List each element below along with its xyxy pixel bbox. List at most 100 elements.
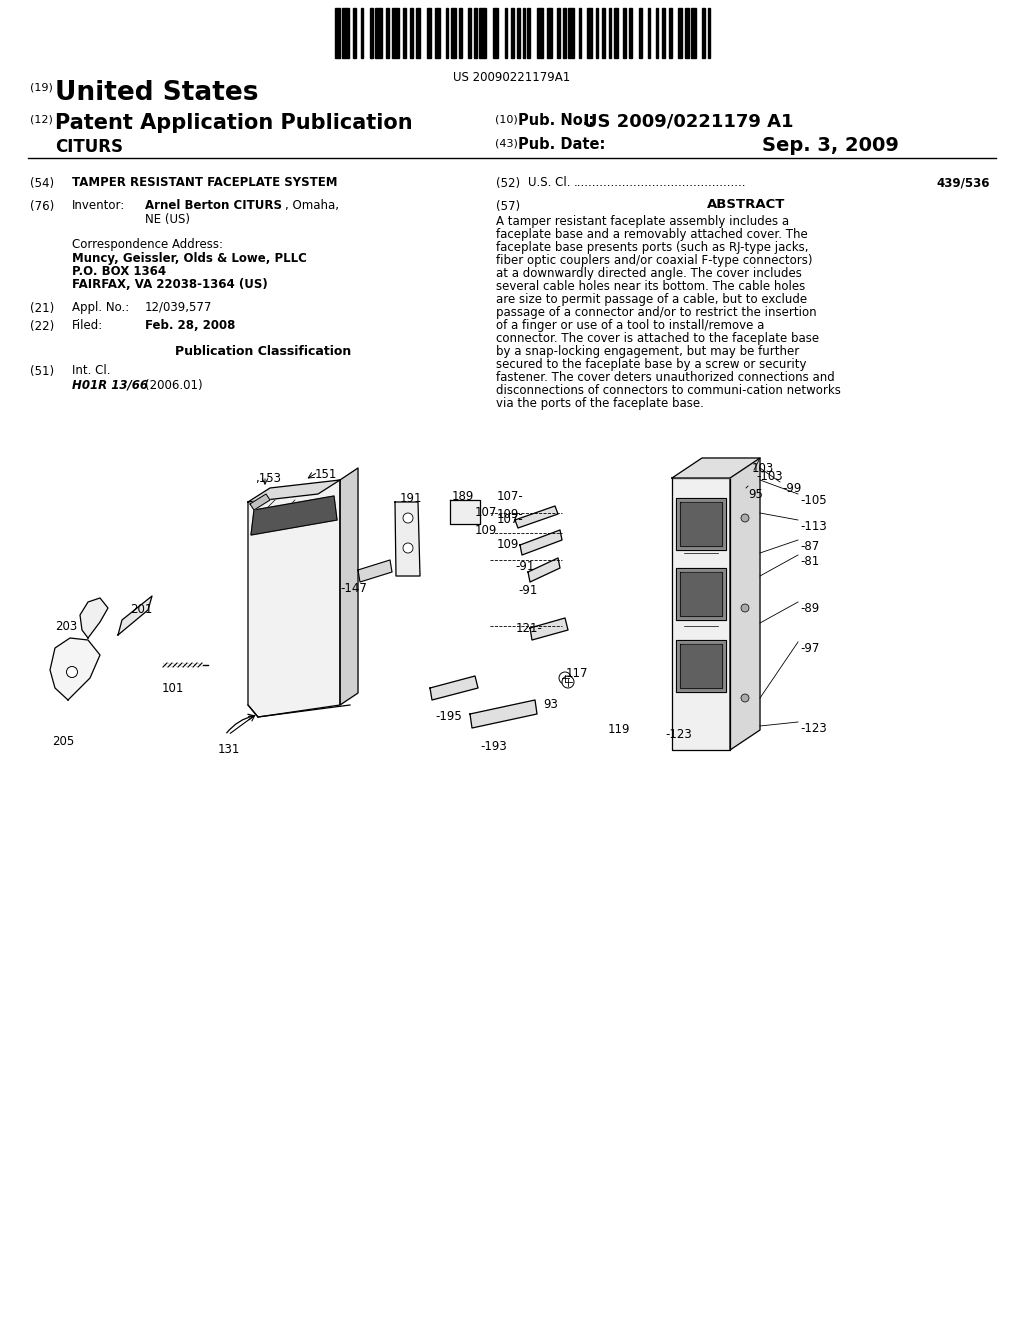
- Text: 203: 203: [55, 620, 77, 634]
- Text: Patent Application Publication: Patent Application Publication: [55, 114, 413, 133]
- Text: -147: -147: [340, 582, 367, 595]
- Text: 201: 201: [130, 603, 153, 616]
- Bar: [505, 8, 507, 58]
- Circle shape: [559, 672, 571, 684]
- Text: NE (US): NE (US): [145, 213, 190, 226]
- Text: FAIRFAX, VA 22038-1364 (US): FAIRFAX, VA 22038-1364 (US): [72, 279, 267, 290]
- Circle shape: [741, 694, 749, 702]
- Bar: [386, 8, 389, 58]
- Text: 109: 109: [475, 524, 497, 537]
- Text: 109-: 109-: [497, 539, 523, 550]
- Text: connector. The cover is attached to the faceplate base: connector. The cover is attached to the …: [496, 333, 819, 345]
- Circle shape: [403, 543, 413, 553]
- Polygon shape: [530, 618, 568, 640]
- Polygon shape: [395, 502, 420, 576]
- Polygon shape: [515, 506, 558, 528]
- Text: (57): (57): [496, 201, 520, 213]
- Text: Pub. No.:: Pub. No.:: [518, 114, 594, 128]
- Polygon shape: [430, 676, 478, 700]
- Bar: [629, 8, 632, 58]
- Text: -89: -89: [800, 602, 819, 615]
- Text: (54): (54): [30, 177, 54, 190]
- Polygon shape: [340, 469, 358, 705]
- Bar: [511, 8, 514, 58]
- Polygon shape: [248, 480, 340, 717]
- Text: 439/536: 439/536: [937, 176, 990, 189]
- Text: -193: -193: [480, 741, 507, 752]
- Text: -123: -123: [800, 722, 826, 735]
- Bar: [580, 8, 582, 58]
- Text: Correspondence Address:: Correspondence Address:: [72, 238, 223, 251]
- Bar: [371, 8, 373, 58]
- Text: passage of a connector and/or to restrict the insertion: passage of a connector and/or to restric…: [496, 306, 816, 319]
- Polygon shape: [450, 500, 480, 524]
- Circle shape: [67, 667, 78, 677]
- Bar: [547, 8, 552, 58]
- Text: Sep. 3, 2009: Sep. 3, 2009: [762, 136, 899, 154]
- Polygon shape: [672, 458, 760, 478]
- Text: -105: -105: [800, 494, 826, 507]
- Text: ABSTRACT: ABSTRACT: [707, 198, 785, 211]
- Bar: [691, 8, 696, 58]
- Bar: [417, 8, 420, 58]
- Bar: [403, 8, 406, 58]
- Polygon shape: [676, 568, 726, 620]
- Text: via the ports of the faceplate base.: via the ports of the faceplate base.: [496, 397, 703, 411]
- Text: CITURS: CITURS: [55, 139, 123, 156]
- Bar: [601, 8, 605, 58]
- Text: 119: 119: [608, 723, 631, 737]
- Text: , Omaha,: , Omaha,: [285, 199, 339, 213]
- Text: (22): (22): [30, 319, 54, 333]
- Bar: [474, 8, 476, 58]
- Text: (2006.01): (2006.01): [145, 379, 203, 392]
- Text: (43): (43): [495, 139, 518, 148]
- Text: disconnections of connectors to communi-cation networks: disconnections of connectors to communi-…: [496, 384, 841, 397]
- Text: -97: -97: [800, 642, 819, 655]
- Text: 103: 103: [752, 462, 774, 475]
- Text: US 20090221179A1: US 20090221179A1: [454, 71, 570, 84]
- Polygon shape: [250, 494, 270, 510]
- Bar: [647, 8, 650, 58]
- Text: -91: -91: [518, 583, 538, 597]
- Text: 93: 93: [543, 698, 558, 711]
- Text: -195: -195: [435, 710, 462, 723]
- Circle shape: [741, 605, 749, 612]
- Text: ..............................................: ........................................…: [574, 176, 746, 189]
- Text: (21): (21): [30, 302, 54, 315]
- Text: 95: 95: [748, 488, 763, 502]
- Text: 151: 151: [315, 469, 337, 480]
- Polygon shape: [50, 638, 100, 700]
- Text: -103: -103: [756, 470, 782, 483]
- Text: Arnel Berton CITURS: Arnel Berton CITURS: [145, 199, 282, 213]
- Polygon shape: [248, 480, 340, 502]
- Text: 12/039,577: 12/039,577: [145, 301, 212, 314]
- Bar: [427, 8, 430, 58]
- Text: faceplate base presents ports (such as RJ-type jacks,: faceplate base presents ports (such as R…: [496, 242, 809, 253]
- Bar: [678, 8, 682, 58]
- Text: 191: 191: [400, 492, 423, 506]
- Bar: [435, 8, 440, 58]
- Text: U.S. Cl.: U.S. Cl.: [528, 176, 570, 189]
- Bar: [522, 8, 525, 58]
- Text: Filed:: Filed:: [72, 319, 103, 333]
- Bar: [375, 8, 382, 58]
- Text: (52): (52): [496, 177, 520, 190]
- Bar: [596, 8, 598, 58]
- Text: (10): (10): [495, 114, 518, 124]
- Bar: [639, 8, 642, 58]
- Text: (12): (12): [30, 114, 53, 124]
- Polygon shape: [251, 496, 337, 535]
- Polygon shape: [672, 478, 730, 750]
- Bar: [701, 8, 706, 58]
- Polygon shape: [118, 597, 152, 635]
- Text: Publication Classification: Publication Classification: [175, 345, 351, 358]
- Circle shape: [403, 513, 413, 523]
- Bar: [568, 8, 574, 58]
- Circle shape: [562, 676, 574, 688]
- Polygon shape: [730, 458, 760, 750]
- Text: US 2009/0221179 A1: US 2009/0221179 A1: [583, 114, 794, 131]
- Text: Muncy, Geissler, Olds & Lowe, PLLC: Muncy, Geissler, Olds & Lowe, PLLC: [72, 252, 307, 265]
- Bar: [685, 8, 689, 58]
- Bar: [614, 8, 618, 58]
- Polygon shape: [528, 558, 560, 582]
